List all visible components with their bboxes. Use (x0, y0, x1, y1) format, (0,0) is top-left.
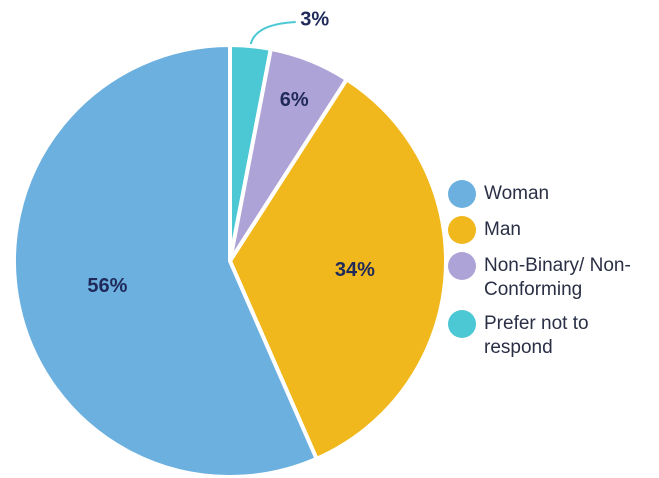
legend-swatch (448, 180, 476, 208)
legend-label: Man (484, 219, 521, 240)
data-label: 56% (87, 275, 127, 297)
legend-item: Woman (448, 180, 653, 208)
legend-label: Prefer not to respond (484, 313, 589, 358)
legend-item: Man (448, 216, 653, 244)
pie-slice (227, 76, 448, 462)
legend-swatch (448, 252, 476, 280)
leader-line (249, 20, 296, 45)
legend-swatch (448, 216, 476, 244)
data-label: 34% (335, 259, 375, 281)
legend-swatch (448, 310, 476, 338)
legend-item: Prefer not to respond (448, 310, 653, 360)
data-label: 3% (300, 8, 329, 30)
data-label: 6% (280, 89, 309, 111)
legend-label: Woman (484, 183, 550, 204)
legend-label: Non-Binary/ Non-Conforming (484, 255, 631, 300)
pie-slice (12, 42, 320, 478)
legend-item: Non-Binary/ Non-Conforming (448, 252, 653, 302)
legend: Woman Man Non-Binary/ Non-Conforming Prefer… (448, 180, 653, 368)
